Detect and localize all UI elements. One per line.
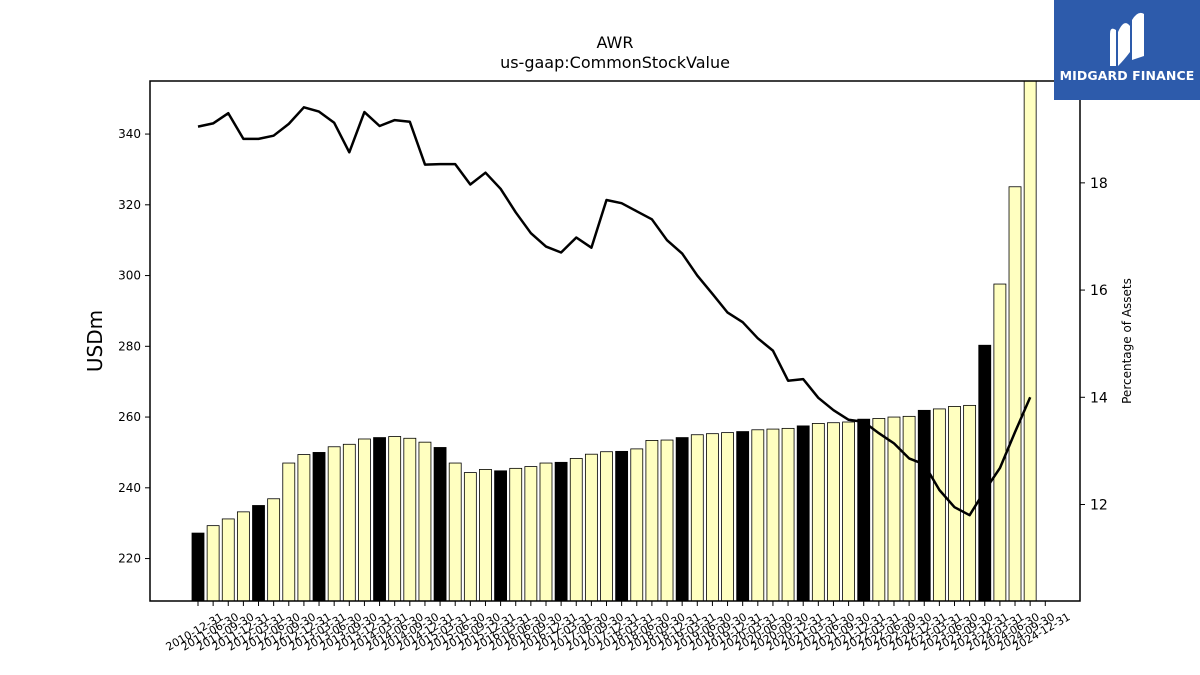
bar [509,467,523,602]
bar [433,447,447,602]
y-tick-label: 260 [118,410,141,424]
y-tick-label: 280 [118,339,141,353]
bar [418,441,432,602]
bar [917,409,931,602]
bar [494,470,508,602]
y-tick-label: 220 [118,552,141,566]
bar [842,421,855,602]
bar [448,462,462,602]
bar [645,440,659,602]
bar [781,427,795,602]
bar [206,525,220,602]
y-axis-left: 220 240 260 280 300 320 340 [118,127,150,566]
bar [766,428,780,602]
bar [796,425,810,602]
bar [342,443,356,602]
bar [721,432,734,602]
bar [524,466,538,602]
y2-axis-label: Percentage of Assets [1120,278,1134,404]
y2-tick-label: 16 [1090,283,1108,299]
percentage-line [197,106,1032,517]
bar [963,404,977,602]
bar [751,429,765,602]
bar [706,433,719,602]
y2-tick-label: 14 [1090,390,1108,406]
y2-tick-label: 18 [1090,176,1108,192]
bar [1008,186,1022,602]
bar [736,431,750,602]
y-tick-label: 340 [118,127,141,141]
bar [554,461,568,602]
bar [297,454,311,602]
bar [857,418,871,602]
bar [252,505,265,602]
bar [463,472,477,602]
y-axis-label: USDm [83,310,107,372]
y-tick-label: 320 [118,198,141,212]
bar [327,446,341,602]
bar [902,415,916,602]
bar [630,448,644,602]
brand-name: MIDGARD FINANCE [1059,68,1195,83]
percentage-line-path [197,106,1032,517]
bar [388,436,402,602]
bar [675,437,689,602]
brand-logo: MIDGARD FINANCE [1054,0,1200,100]
bar [584,453,598,602]
y-tick-label: 300 [118,269,141,283]
x-axis: 2010-12-312011-06-302011-09-302011-12-31… [164,601,1073,654]
bar [479,469,492,602]
bar [600,451,613,602]
bar [811,423,825,602]
bar [191,532,205,602]
bar [539,462,553,602]
bar [403,437,417,602]
chart-title: AWR [596,33,633,52]
bar [978,344,992,602]
y-tick-label: 240 [118,481,141,495]
bars [191,80,1037,602]
bar [827,422,840,602]
bar [872,418,886,602]
bar [1023,80,1037,602]
bar [236,511,250,602]
bar [358,438,371,602]
bar [312,452,326,602]
bar [690,434,704,602]
bar [373,437,386,602]
chart-subtitle: us-gaap:CommonStockValue [500,53,730,72]
bar [221,518,235,602]
bar [615,450,629,602]
y-axis-right: 12 14 16 18 [1080,176,1108,514]
bar [267,498,281,602]
y2-tick-label: 12 [1090,498,1108,514]
bar [932,408,946,602]
bar [569,458,583,602]
bar [282,462,296,602]
midgard-logo-icon [1110,12,1144,67]
plot-frame [149,80,1081,602]
bar [660,439,674,602]
bar [993,283,1007,602]
